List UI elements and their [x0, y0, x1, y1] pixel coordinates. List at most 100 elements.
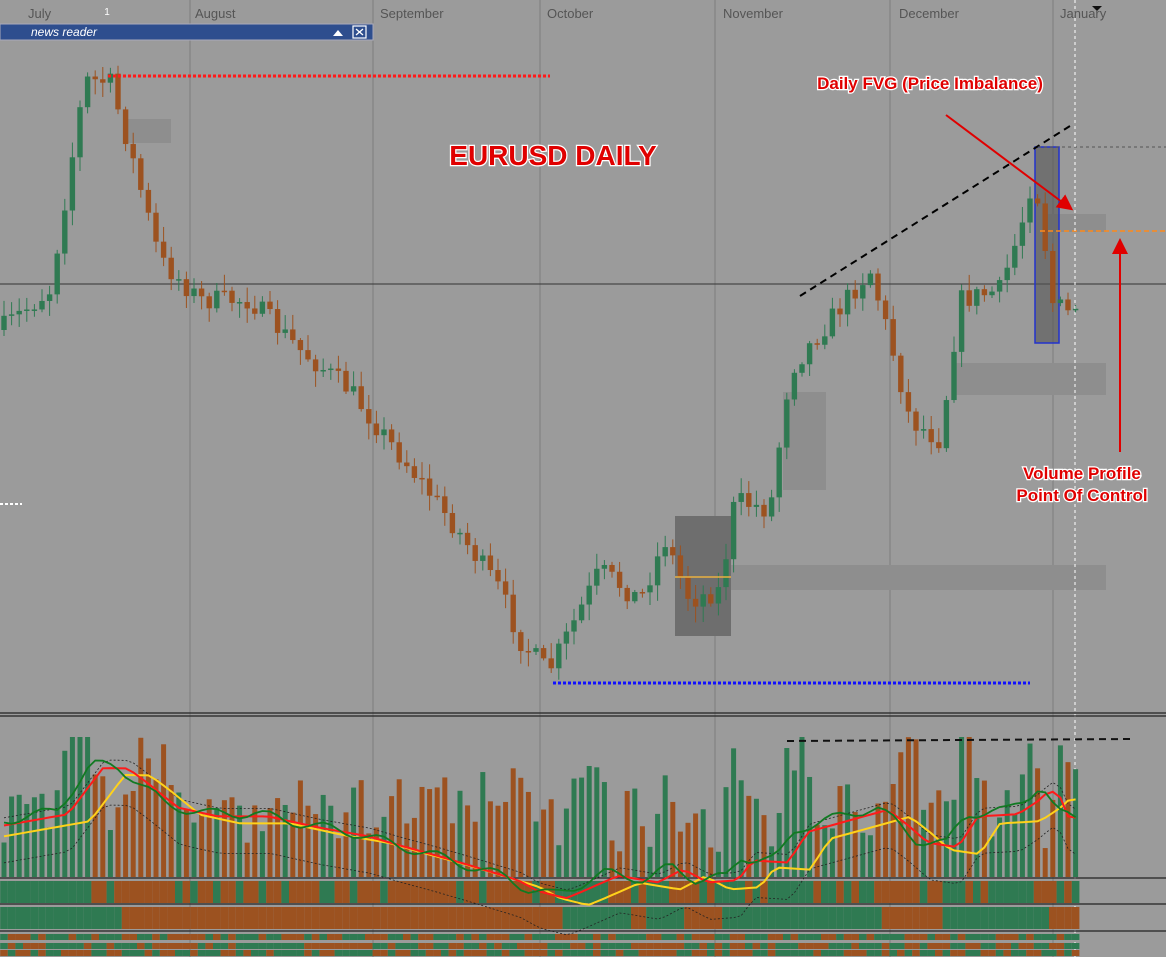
- candle-body: [662, 547, 668, 557]
- trend-strip-cell: [197, 950, 206, 956]
- volume-bar: [1, 842, 7, 877]
- candle-body: [822, 336, 828, 345]
- trend-strip-cell: [813, 950, 821, 956]
- trend-strip-cell: [1018, 950, 1027, 956]
- fast-line: [3, 759, 1077, 894]
- trend-strip-cell: [494, 950, 502, 956]
- trend-strip-cell: [486, 934, 495, 940]
- trend-strip-cell: [15, 907, 23, 929]
- volume-bar: [837, 786, 843, 877]
- candle-body: [198, 288, 205, 297]
- trend-strip-cell: [281, 943, 289, 949]
- trend-strip-cell: [1071, 907, 1080, 929]
- trend-strip-cell: [919, 950, 928, 956]
- candle-body: [533, 648, 539, 652]
- candle-body: [16, 310, 22, 315]
- trend-strip-cell: [304, 907, 312, 929]
- trend-strip-cell: [904, 934, 913, 940]
- trend-strip-cell: [0, 881, 8, 903]
- trend-strip-cell: [874, 907, 882, 929]
- trend-strip-cell: [281, 881, 289, 903]
- trend-strip-cell: [1033, 907, 1042, 929]
- volume-bar: [738, 780, 744, 877]
- trend-strip-cell: [532, 950, 540, 956]
- trend-strip-cell: [441, 881, 449, 903]
- trend-strip-cell: [182, 881, 191, 903]
- trend-strip-cell: [1018, 907, 1027, 929]
- candle-body: [890, 319, 896, 356]
- volume-bar: [814, 824, 820, 877]
- trend-strip-cell: [45, 881, 54, 903]
- trend-strip-cell: [874, 950, 882, 956]
- trend-strip-cell: [45, 934, 54, 940]
- trend-strip-cell: [220, 943, 229, 949]
- volume-bar: [442, 777, 448, 877]
- trend-strip-cell: [760, 934, 768, 940]
- candle-body: [297, 340, 304, 351]
- trend-strip-cell: [45, 950, 54, 956]
- trend-strip-cell: [1033, 881, 1042, 903]
- volume-bar: [480, 772, 486, 877]
- volume-bar: [373, 827, 379, 877]
- trend-strip-cell: [137, 943, 145, 949]
- trend-strip-cell: [562, 907, 571, 929]
- trend-strip-cell: [547, 934, 555, 940]
- volume-bar: [16, 794, 22, 877]
- news-reader-title: news reader: [31, 25, 98, 39]
- month-label: November: [723, 6, 784, 21]
- trend-strip-cell: [23, 934, 31, 940]
- trend-strip-cell: [83, 950, 92, 956]
- volume-bar: [503, 801, 509, 877]
- candle-body: [647, 585, 653, 593]
- trend-strip-cell: [433, 943, 441, 949]
- candle-body: [312, 359, 319, 372]
- trend-strip-cell: [1049, 881, 1057, 903]
- trend-strip-cell: [646, 907, 654, 929]
- trend-strip-cell: [509, 950, 517, 956]
- trend-strip-cell: [30, 943, 39, 949]
- trend-strip-cell: [53, 934, 61, 940]
- close-button[interactable]: [352, 25, 367, 39]
- trend-strip-cell: [372, 943, 381, 949]
- candle-body: [852, 289, 858, 299]
- trend-strip-cell: [91, 943, 99, 949]
- trend-strip-cell: [1011, 907, 1019, 929]
- trend-strip-cell: [410, 934, 419, 940]
- volume-bar: [31, 797, 37, 877]
- trend-strip-cell: [463, 943, 472, 949]
- trend-strip-cell: [479, 881, 487, 903]
- volume-bar: [199, 813, 205, 877]
- scroll-marker: [1092, 6, 1102, 11]
- trend-strip-cell: [775, 881, 783, 903]
- candle-body: [875, 273, 881, 301]
- trend-strip-cell: [1026, 950, 1034, 956]
- trend-strip-cell: [190, 907, 198, 929]
- candle-body: [305, 350, 311, 360]
- volume-bar: [320, 794, 326, 877]
- trend-strip-cell: [251, 950, 259, 956]
- trend-strip-cell: [395, 907, 403, 929]
- trend-strip-cell: [547, 881, 555, 903]
- trend-strip-cell: [980, 943, 989, 949]
- collapse-button[interactable]: [333, 30, 343, 36]
- news-reader-bar[interactable]: news reader: [0, 23, 374, 41]
- trend-strip-cell: [61, 934, 69, 940]
- volume-bar: [875, 803, 881, 877]
- trend-strip-cell: [524, 950, 533, 956]
- trend-strip-cell: [137, 950, 145, 956]
- volume-bar: [449, 823, 455, 877]
- volume-bar: [47, 827, 53, 877]
- trend-strip-cell: [106, 934, 115, 940]
- candle-body: [578, 604, 585, 621]
- trend-strip-cell: [243, 907, 251, 929]
- candle-body: [882, 300, 889, 320]
- trend-strip-cell: [349, 881, 358, 903]
- trend-strip-cell: [783, 943, 791, 949]
- trend-strip-cell: [213, 943, 221, 949]
- trend-strip-cell: [745, 950, 753, 956]
- candle-body: [100, 79, 106, 83]
- trend-strip-cell: [266, 943, 274, 949]
- trend-strip-cell: [53, 907, 61, 929]
- trend-strip-cell: [707, 881, 715, 903]
- trend-strip-cell: [1018, 943, 1027, 949]
